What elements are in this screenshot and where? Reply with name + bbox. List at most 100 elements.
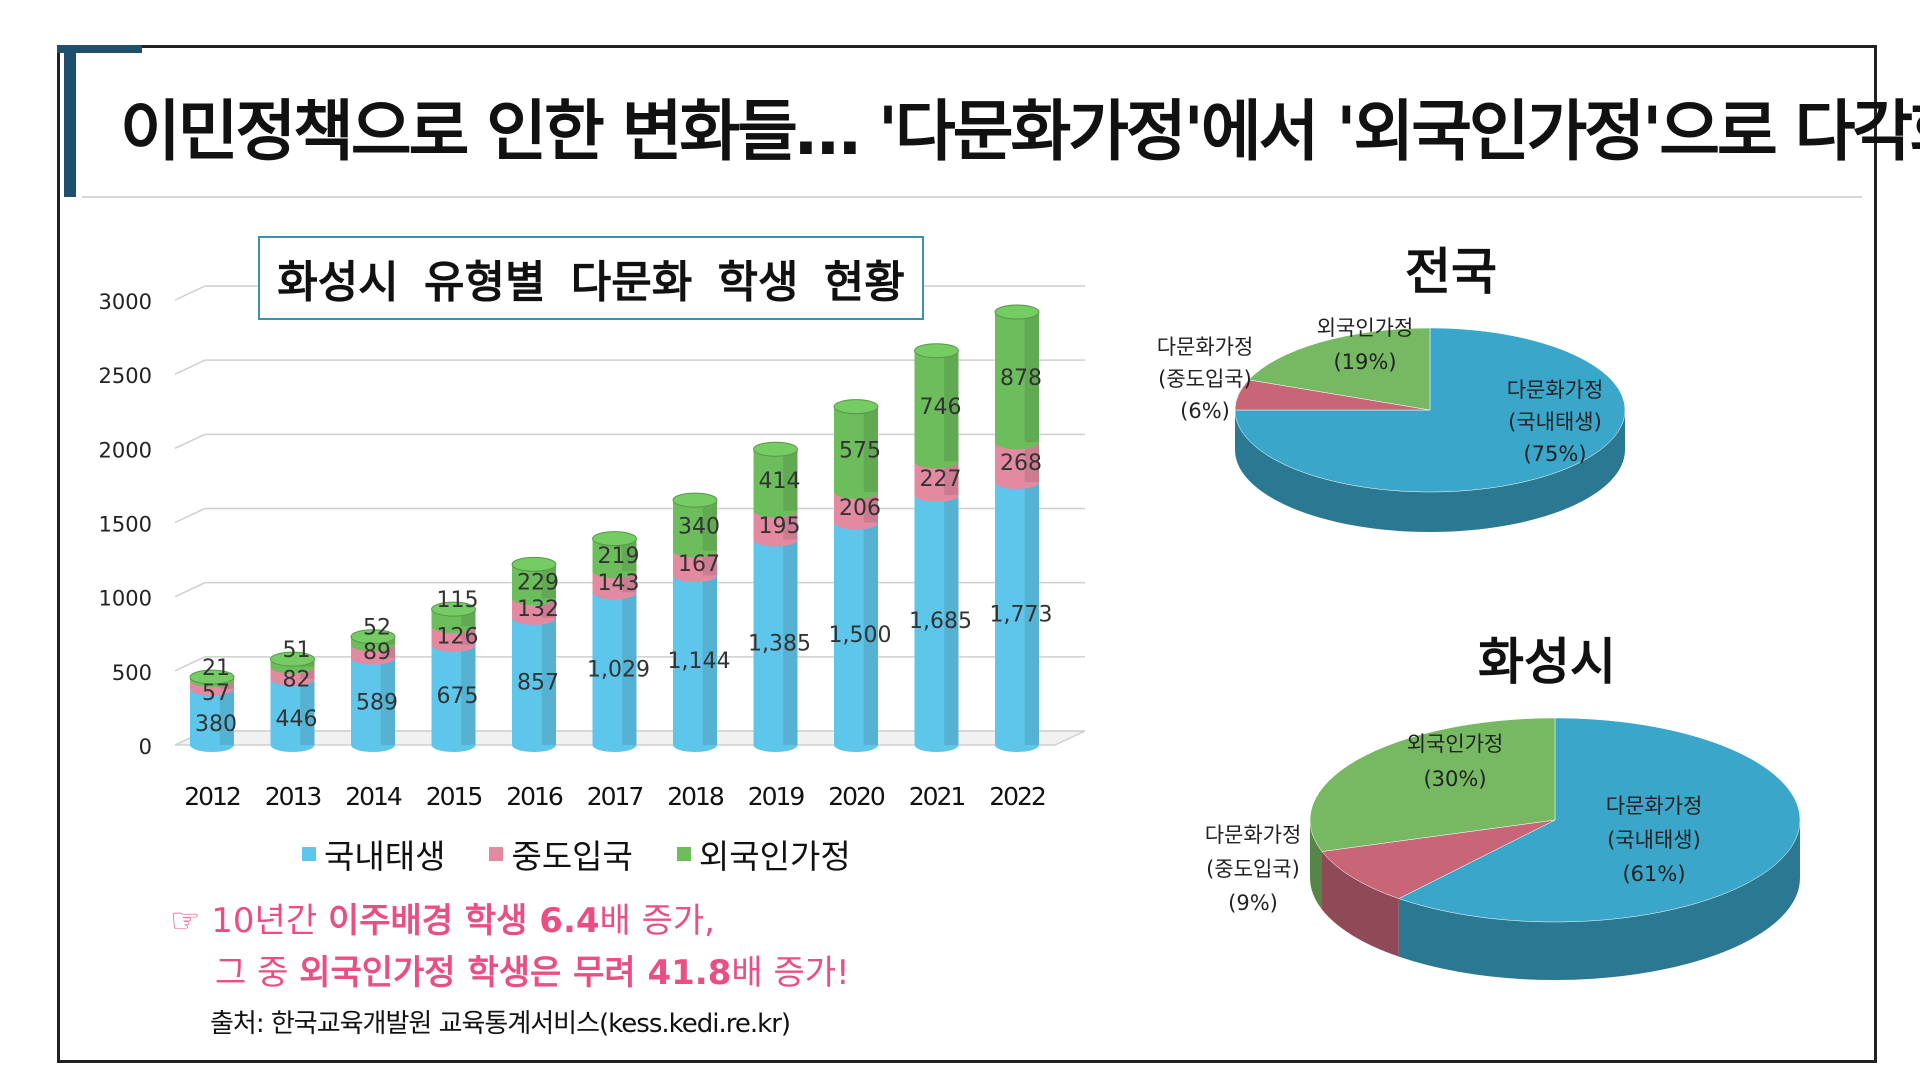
bar-stack-2015 — [431, 601, 476, 752]
bar-stack-2017 — [592, 531, 637, 752]
pie-label: (6%) — [1180, 399, 1230, 423]
x-tick-label: 2022 — [989, 782, 1045, 811]
pie-label: (19%) — [1333, 350, 1396, 374]
pie-national: 다문화가정 (국내태생) (75%) 다문화가정 (중도입국) (6%) 외국인가정 (19%… — [1157, 316, 1626, 532]
pie-slice — [1309, 717, 1556, 852]
bar-segment-shade — [702, 550, 717, 576]
data-label: 746 — [920, 395, 962, 420]
grid-line-side — [174, 433, 206, 450]
data-label: 1,773 — [990, 603, 1053, 628]
pie-label: (국내태생) — [1508, 410, 1602, 434]
data-label: 857 — [517, 670, 559, 695]
slide-title: 이민정책으로 인한 변화들… '다문화가정'에서 '외국인가정'으로 다각화 — [120, 93, 1920, 170]
bar-segment-shade — [622, 538, 637, 572]
bar-stack-2014 — [350, 629, 396, 752]
data-label: 21 — [202, 656, 230, 681]
bar-cap — [270, 651, 315, 667]
data-label: 89 — [363, 640, 391, 665]
pie-label: 다문화가정 — [1205, 823, 1302, 847]
pie-slice — [1398, 717, 1801, 923]
pie-hwaseong: 다문화가정 (국내태생) (61%) 다문화가정 (중도입국) (9%) 외국인가정 (30%… — [1205, 717, 1801, 981]
bar-segment-shade — [783, 510, 798, 540]
note-marker: ☞ — [170, 901, 201, 941]
legend-item-foreign: 외국인가정 — [676, 830, 851, 878]
data-label: 132 — [517, 597, 559, 622]
pie-label: (61%) — [1622, 862, 1685, 886]
data-label: 195 — [759, 514, 801, 539]
data-label: 115 — [437, 588, 479, 613]
bar-segment-shade — [1024, 312, 1039, 443]
bar-stack-2018 — [672, 492, 718, 752]
source-citation: 출처: 한국교육개발원 교육통계서비스(kess.kedi.re.kr) — [210, 1009, 791, 1039]
bar-cap — [189, 669, 235, 685]
pie-label: 외국인가정 — [1407, 732, 1504, 756]
bar-segment-shade — [944, 495, 959, 745]
data-label: 143 — [598, 571, 640, 596]
note-text-2a: 그 중 — [215, 953, 300, 993]
bar-cap — [994, 304, 1040, 320]
bar-segment-shade — [461, 644, 476, 745]
bar-segment-shade — [380, 657, 395, 745]
x-tick-label: 2014 — [345, 782, 402, 811]
data-label: 340 — [678, 514, 720, 539]
data-label: 227 — [920, 467, 962, 492]
bar-chart-title: 화성시 유형별 다문화 학생 현황 — [258, 236, 924, 320]
legend-swatch-midentry — [489, 847, 504, 861]
bar-segment-shade — [944, 461, 959, 496]
legend-item-domestic: 국내태생 — [302, 830, 445, 878]
x-tick-label: 2018 — [667, 782, 724, 811]
note-text-2b: 외국인가정 학생은 무려 41.8 — [299, 953, 732, 993]
data-label: 675 — [437, 684, 479, 709]
bar-cap — [833, 399, 879, 415]
pie-slice — [1234, 327, 1626, 493]
pie-side — [1398, 820, 1801, 981]
bar-segment-shade — [783, 449, 798, 511]
pie-side — [1321, 851, 1399, 957]
data-label: 878 — [1000, 366, 1042, 391]
data-label: 82 — [283, 668, 311, 693]
data-label: 51 — [283, 638, 311, 663]
bar-stack-2022 — [994, 304, 1040, 752]
pie-label: (75%) — [1523, 442, 1586, 466]
pie-label: (중도입국) — [1206, 857, 1300, 881]
data-label: 126 — [437, 625, 479, 650]
data-label: 57 — [202, 681, 230, 706]
legend-label-domestic: 국내태생 — [324, 837, 446, 876]
bar-segment-shade — [622, 592, 637, 745]
pie-label: (국내태생) — [1607, 828, 1701, 852]
pie-slice — [1321, 819, 1556, 899]
y-tick-label: 1500 — [99, 513, 152, 537]
legend-label-foreign: 외국인가정 — [698, 837, 851, 876]
y-tick-label: 2500 — [99, 364, 152, 388]
y-tick-label: 3000 — [99, 290, 152, 314]
bar-stack-2016 — [511, 556, 557, 752]
grid-line-side — [174, 285, 206, 301]
bar-segment-shade — [541, 617, 556, 745]
pie-label: 다문화가정 — [1157, 335, 1254, 359]
pie-label: (9%) — [1228, 891, 1278, 915]
x-tick-label: 2019 — [748, 782, 805, 811]
title-accent-side — [64, 45, 76, 197]
slide-frame — [57, 45, 1877, 1063]
bar-segment-shade — [219, 688, 234, 745]
y-tick-label: 2000 — [99, 438, 152, 462]
data-label: 589 — [356, 690, 398, 715]
data-label: 1,029 — [587, 658, 650, 683]
title-accent-bar — [57, 45, 142, 53]
bar-segment-shade — [863, 491, 878, 523]
legend-swatch-foreign — [676, 847, 691, 861]
pie-title-hwaseong: 화성시 — [1478, 633, 1616, 691]
y-tick-label: 500 — [112, 661, 152, 685]
x-tick-label: 2017 — [587, 782, 643, 811]
bar-chart-legend: 국내태생 중도입국 외국인가정 — [302, 830, 851, 878]
bar-stack-2013 — [270, 651, 315, 752]
pie-label: (30%) — [1423, 767, 1486, 791]
note-text-1b: 이주배경 학생 6.4 — [327, 901, 600, 941]
x-tick-label: 2016 — [506, 782, 563, 811]
pie-slice — [1248, 327, 1431, 411]
grid-line-side — [174, 656, 206, 672]
data-label: 52 — [363, 616, 391, 641]
bar-segment-shade — [541, 564, 556, 599]
pie-label: 다문화가정 — [1507, 378, 1604, 402]
data-label: 575 — [839, 438, 881, 463]
